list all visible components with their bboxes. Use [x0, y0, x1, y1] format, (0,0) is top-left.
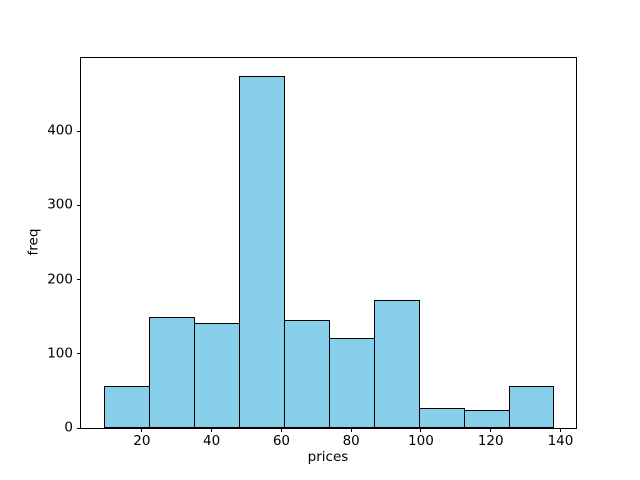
x-tick-label: 20 [133, 433, 151, 449]
x-tick [350, 428, 352, 432]
x-tick-label: 140 [547, 433, 574, 449]
x-tick [559, 428, 561, 432]
y-tick-label: 400 [47, 122, 73, 139]
y-tick-label: 200 [47, 270, 73, 287]
x-tick [141, 428, 143, 432]
y-axis-label: freq [25, 228, 42, 256]
y-tick [77, 130, 81, 132]
histogram-bar [328, 337, 375, 428]
histogram-bar [373, 299, 420, 428]
x-tick [420, 428, 422, 432]
y-tick-label: 100 [47, 345, 73, 362]
histogram-bar [148, 317, 195, 428]
x-tick-label: 120 [477, 433, 504, 449]
x-tick [280, 428, 282, 432]
y-tick [77, 353, 81, 355]
x-tick [490, 428, 492, 432]
x-tick-label: 100 [408, 433, 434, 449]
y-tick [77, 427, 81, 429]
histogram-bar [283, 320, 330, 428]
x-tick-label: 60 [272, 433, 290, 449]
y-tick-label: 300 [47, 196, 73, 213]
histogram-bar [463, 410, 510, 428]
x-tick [211, 428, 213, 432]
y-tick-label: 0 [64, 419, 73, 436]
histogram-bar [508, 386, 554, 428]
histogram-bar [103, 386, 150, 428]
y-tick [77, 279, 81, 281]
histogram-bar [193, 323, 240, 428]
histogram-bar [418, 407, 465, 428]
y-tick [77, 204, 81, 206]
x-tick-label: 80 [342, 433, 360, 449]
x-tick-label: 40 [203, 433, 221, 449]
histogram-bar [238, 75, 285, 428]
plot-area: 20 40 60 80 100 120 140 0 100 200 300 400 [47, 57, 577, 448]
x-axis-label: prices [307, 449, 349, 465]
